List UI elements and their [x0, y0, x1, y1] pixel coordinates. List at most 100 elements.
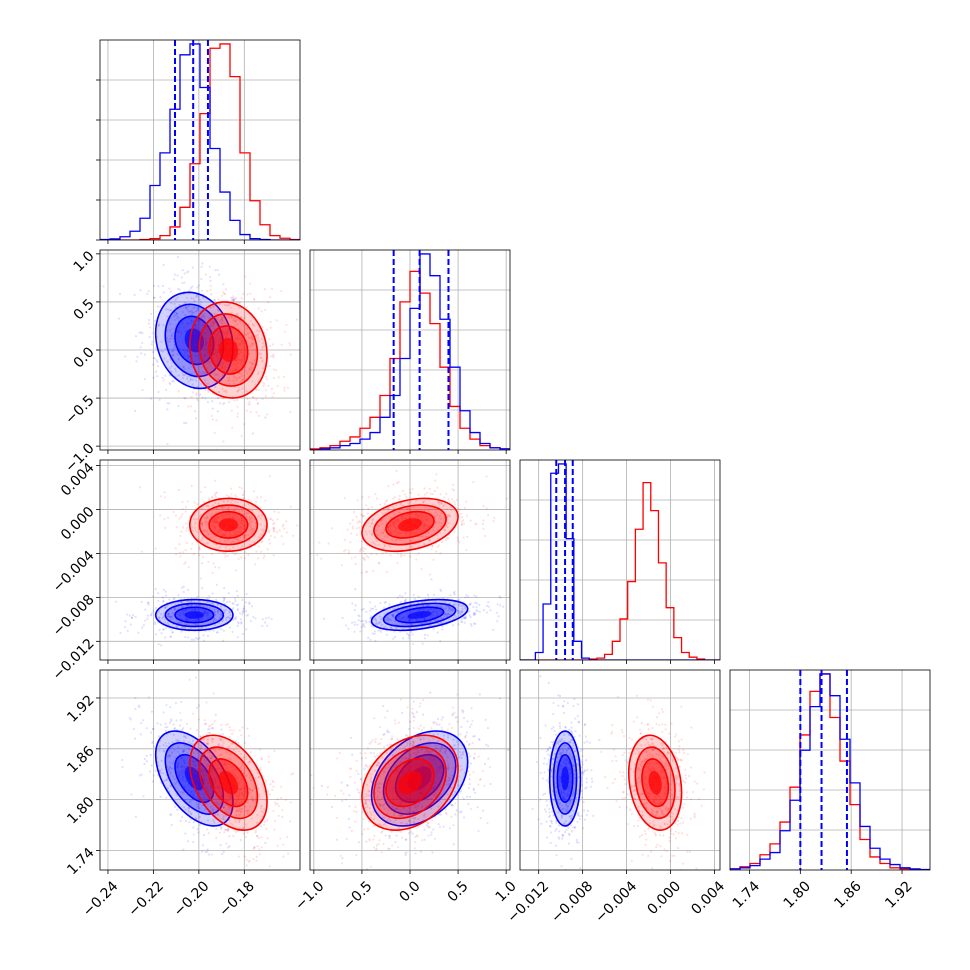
x-tick-label: 0.5 — [445, 878, 472, 905]
contour-line — [198, 504, 259, 546]
contour-line — [370, 730, 469, 827]
panel-grid — [310, 460, 510, 660]
histogram-blue — [520, 463, 720, 660]
panel-grid — [520, 670, 720, 870]
y-tick-label: 1.0 — [71, 248, 98, 275]
contour-line — [394, 753, 445, 804]
contour-line — [174, 606, 215, 624]
contour-line — [164, 602, 225, 628]
panel-1-0: −1.0−0.50.00.51.0 — [62, 248, 301, 476]
x-tick-label: 1.74 — [730, 878, 763, 911]
histogram-blue — [100, 43, 300, 240]
y-tick-label: 1.80 — [64, 794, 97, 827]
contour-line — [208, 510, 249, 539]
density-fill — [407, 611, 432, 619]
y-tick-label: 0.5 — [71, 296, 98, 323]
x-tick-label: −0.5 — [340, 878, 375, 913]
contour-line — [198, 313, 259, 387]
histogram-red — [100, 43, 300, 240]
y-tick-label: 1.92 — [64, 692, 97, 725]
x-tick-label: −0.18 — [216, 878, 258, 920]
x-tick-label: 1.80 — [781, 878, 814, 911]
contour-line — [154, 291, 234, 390]
histogram-blue — [310, 253, 510, 450]
panel-grid — [100, 670, 300, 870]
contour-line — [208, 325, 249, 375]
panel-2-1 — [309, 459, 511, 664]
x-tick-label: 1.86 — [831, 878, 864, 911]
panel-frame — [99, 39, 301, 241]
panel-frame — [519, 669, 721, 871]
histogram-blue — [730, 673, 930, 870]
histogram-red — [730, 673, 930, 870]
contour-line — [627, 734, 683, 831]
y-tick-label: 1.74 — [64, 845, 97, 878]
contour-line — [361, 497, 459, 553]
x-tick-label: −0.20 — [171, 878, 213, 920]
contour-line — [385, 510, 435, 539]
x-tick-label: 0.000 — [644, 878, 684, 918]
x-tick-label: 1.92 — [882, 878, 915, 911]
histogram-red — [520, 481, 720, 660]
y-tick-label: 1.86 — [64, 743, 97, 776]
panel-3-0: 1.74 1.80 1.86 1.92 −0.24 −0.22 −0.20 −0.18 — [64, 669, 301, 920]
panel-1-1 — [309, 249, 511, 454]
y-tick-label: −0.008 — [50, 592, 98, 640]
contour-line — [552, 742, 578, 815]
y-tick-label: 0.0 — [71, 344, 98, 371]
y-tick-label: −0.012 — [50, 636, 98, 684]
contour-line — [188, 301, 268, 399]
contour-line — [394, 606, 445, 624]
x-tick-label: 0.004 — [688, 878, 728, 918]
density-fill — [184, 611, 204, 619]
x-tick-label: −0.008 — [548, 878, 596, 926]
contour-line — [370, 598, 469, 632]
density-fill — [648, 770, 662, 795]
density-fill — [218, 770, 239, 795]
contour-line — [556, 753, 574, 804]
hist-grid — [520, 460, 720, 660]
x-tick-label: 0.0 — [397, 878, 424, 905]
contour-line — [174, 753, 215, 804]
contour-line — [382, 602, 457, 628]
contour-line — [373, 746, 447, 820]
y-tick-label: −0.004 — [50, 548, 98, 596]
density-fill — [218, 337, 239, 363]
x-tick-label: −0.22 — [125, 878, 167, 920]
panel-3-2: −0.012−0.008−0.004 0.000 0.004 — [504, 669, 728, 926]
contour-line — [164, 742, 225, 815]
contour-line — [188, 734, 268, 831]
x-tick-label: −1.0 — [292, 878, 327, 913]
panel-2-2 — [519, 459, 721, 664]
y-tick-label: −0.5 — [62, 392, 97, 427]
contour-line — [164, 303, 225, 378]
density-fill — [561, 766, 569, 791]
x-tick-label: 1.0 — [493, 878, 520, 905]
contour-line — [198, 746, 259, 820]
contour-line — [548, 730, 582, 827]
panel-frame — [519, 459, 721, 661]
y-tick-label: 0.000 — [58, 504, 98, 544]
panel-3-3: 1.74 1.80 1.86 1.92 — [729, 669, 931, 912]
scatter-cloud — [316, 469, 508, 576]
panel-0-0 — [96, 39, 301, 244]
density-fill — [218, 518, 239, 532]
contour-line — [188, 497, 268, 553]
contour-line — [361, 734, 459, 831]
density-fill — [397, 518, 423, 532]
contour-line — [382, 742, 457, 815]
contour-line — [641, 758, 670, 808]
panel-frame — [729, 669, 931, 871]
contour-line — [154, 598, 234, 632]
panel-frame — [99, 669, 301, 871]
contour-line — [634, 746, 676, 820]
x-tick-label: −0.24 — [80, 878, 122, 920]
contour-line — [208, 758, 249, 808]
contour-line — [385, 758, 435, 808]
panel-3-1: −1.0 −0.5 0.0 0.5 1.0 — [292, 669, 520, 914]
contour-line — [373, 504, 447, 546]
density-fill — [397, 770, 423, 795]
x-tick-label: −0.004 — [592, 878, 640, 926]
